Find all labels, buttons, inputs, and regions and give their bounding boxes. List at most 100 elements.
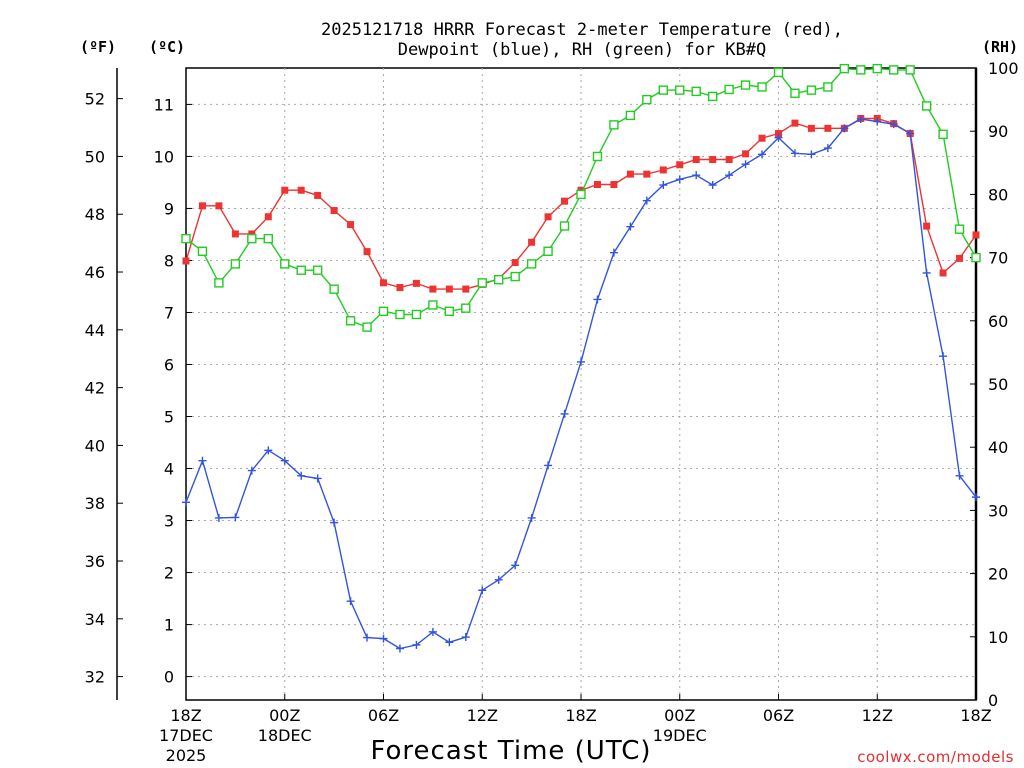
temperature-point: [956, 254, 964, 262]
rh-tick-label: 50: [988, 375, 1008, 394]
rh-point: [477, 278, 487, 288]
rh-point: [526, 259, 537, 269]
dewpoint-point: [922, 268, 931, 277]
temperature-point: [231, 230, 239, 238]
rh-point: [740, 80, 751, 90]
time-tick-label: 12Z: [467, 706, 498, 725]
celsius-tick-label: 1: [164, 616, 174, 635]
temperature-point: [742, 150, 750, 158]
dewpoint-point: [313, 474, 322, 483]
dewpoint-point: [972, 493, 980, 502]
temperature-point: [692, 156, 700, 164]
rh-point: [230, 259, 241, 269]
dewpoint-point: [609, 248, 618, 257]
time-tick-label: 06Z: [763, 706, 794, 725]
time-tick-label: 18Z: [565, 706, 596, 725]
celsius-axis: 0 1 2 3 4 5 6 7 8 9 10 11: [154, 95, 192, 687]
rh-point: [280, 259, 290, 269]
dewpoint-point: [692, 171, 701, 180]
fahrenheit-axis-label: (ºF): [80, 38, 116, 56]
fahrenheit-axis: 32 34 36 38 40 42 44 46 48 50 52: [85, 90, 123, 687]
rh-point: [773, 67, 784, 78]
temperature-point: [824, 124, 832, 132]
rh-point: [823, 82, 833, 92]
dewpoint-point: [330, 518, 339, 527]
rh-point: [444, 306, 455, 317]
rh-point: [872, 63, 882, 74]
dewpoint-point: [264, 446, 273, 455]
dewpoint-point: [577, 357, 585, 366]
temperature-point: [248, 230, 256, 238]
dewpoint-point: [906, 129, 915, 138]
temperature-point: [659, 166, 667, 174]
temperature-point: [807, 124, 815, 132]
dewpoint-point: [511, 561, 520, 570]
time-tick-date-label: 18DEC: [258, 726, 312, 745]
dewpoint-point: [758, 150, 767, 159]
temperature-point: [380, 279, 387, 287]
rh-point: [724, 84, 734, 95]
celsius-tick-label: 4: [164, 460, 174, 479]
rh-tick-label: 70: [988, 249, 1008, 268]
dewpoint-point: [379, 634, 388, 643]
celsius-tick-label: 0: [164, 668, 174, 687]
plot-frame: [185, 67, 977, 701]
temperature-point: [445, 285, 453, 293]
temperature-point: [347, 221, 355, 229]
time-tick-label: 00Z: [664, 706, 695, 725]
rh-tick-label: 0: [988, 691, 998, 710]
rh-point: [856, 65, 866, 75]
temperature-point: [775, 130, 782, 138]
dewpoint-point: [626, 222, 635, 231]
temperature-point: [429, 285, 437, 293]
temperature-point: [561, 197, 569, 205]
time-tick-year-label: 2025: [166, 746, 207, 765]
dewpoint-point: [214, 513, 223, 522]
fahrenheit-tick-label: 36: [85, 552, 105, 571]
time-tick-date-label: 19DEC: [653, 726, 707, 745]
temperature-point: [544, 213, 552, 221]
dewpoint-point: [478, 586, 487, 595]
temperature-point: [182, 257, 190, 265]
dewpoint-point: [708, 181, 717, 190]
temperature-point: [215, 202, 223, 210]
temperature-point: [297, 186, 305, 194]
rh-point: [576, 189, 586, 200]
series-dewpoint: [182, 114, 980, 653]
fahrenheit-tick-label: 40: [85, 436, 105, 455]
temperature-point: [676, 161, 684, 169]
dewpoint-point: [247, 466, 256, 475]
dewpoint-point: [659, 181, 668, 190]
dewpoint-point: [395, 644, 404, 653]
rh-point: [642, 94, 652, 105]
time-tick-date-label: 17DEC: [159, 726, 213, 745]
fahrenheit-tick-label: 52: [85, 90, 105, 109]
rh-point: [411, 309, 422, 320]
dewpoint-point: [840, 124, 849, 133]
fahrenheit-tick-label: 38: [85, 494, 105, 513]
time-tick-label: 18Z: [960, 706, 991, 725]
rh-point: [806, 85, 817, 95]
temperature-point: [791, 119, 799, 127]
temperature-point: [758, 134, 766, 142]
rh-point: [625, 110, 636, 121]
temperature-point: [593, 181, 601, 189]
time-tick-label: 18Z: [170, 706, 201, 725]
rh-point: [675, 85, 685, 95]
celsius-tick-label: 8: [164, 251, 174, 270]
rh-point: [609, 120, 619, 130]
temperature-point: [528, 238, 536, 246]
temperature-point: [923, 222, 931, 230]
temperature-point: [643, 170, 651, 178]
dewpoint-point: [527, 513, 536, 522]
celsius-axis-label: (ºC): [149, 38, 185, 56]
temperature-point: [314, 191, 322, 199]
rh-point: [889, 65, 899, 75]
data-series: [181, 63, 981, 653]
rh-point: [757, 82, 767, 92]
rh-point: [329, 284, 339, 294]
temperature-point: [709, 156, 717, 164]
rh-point: [971, 252, 981, 263]
